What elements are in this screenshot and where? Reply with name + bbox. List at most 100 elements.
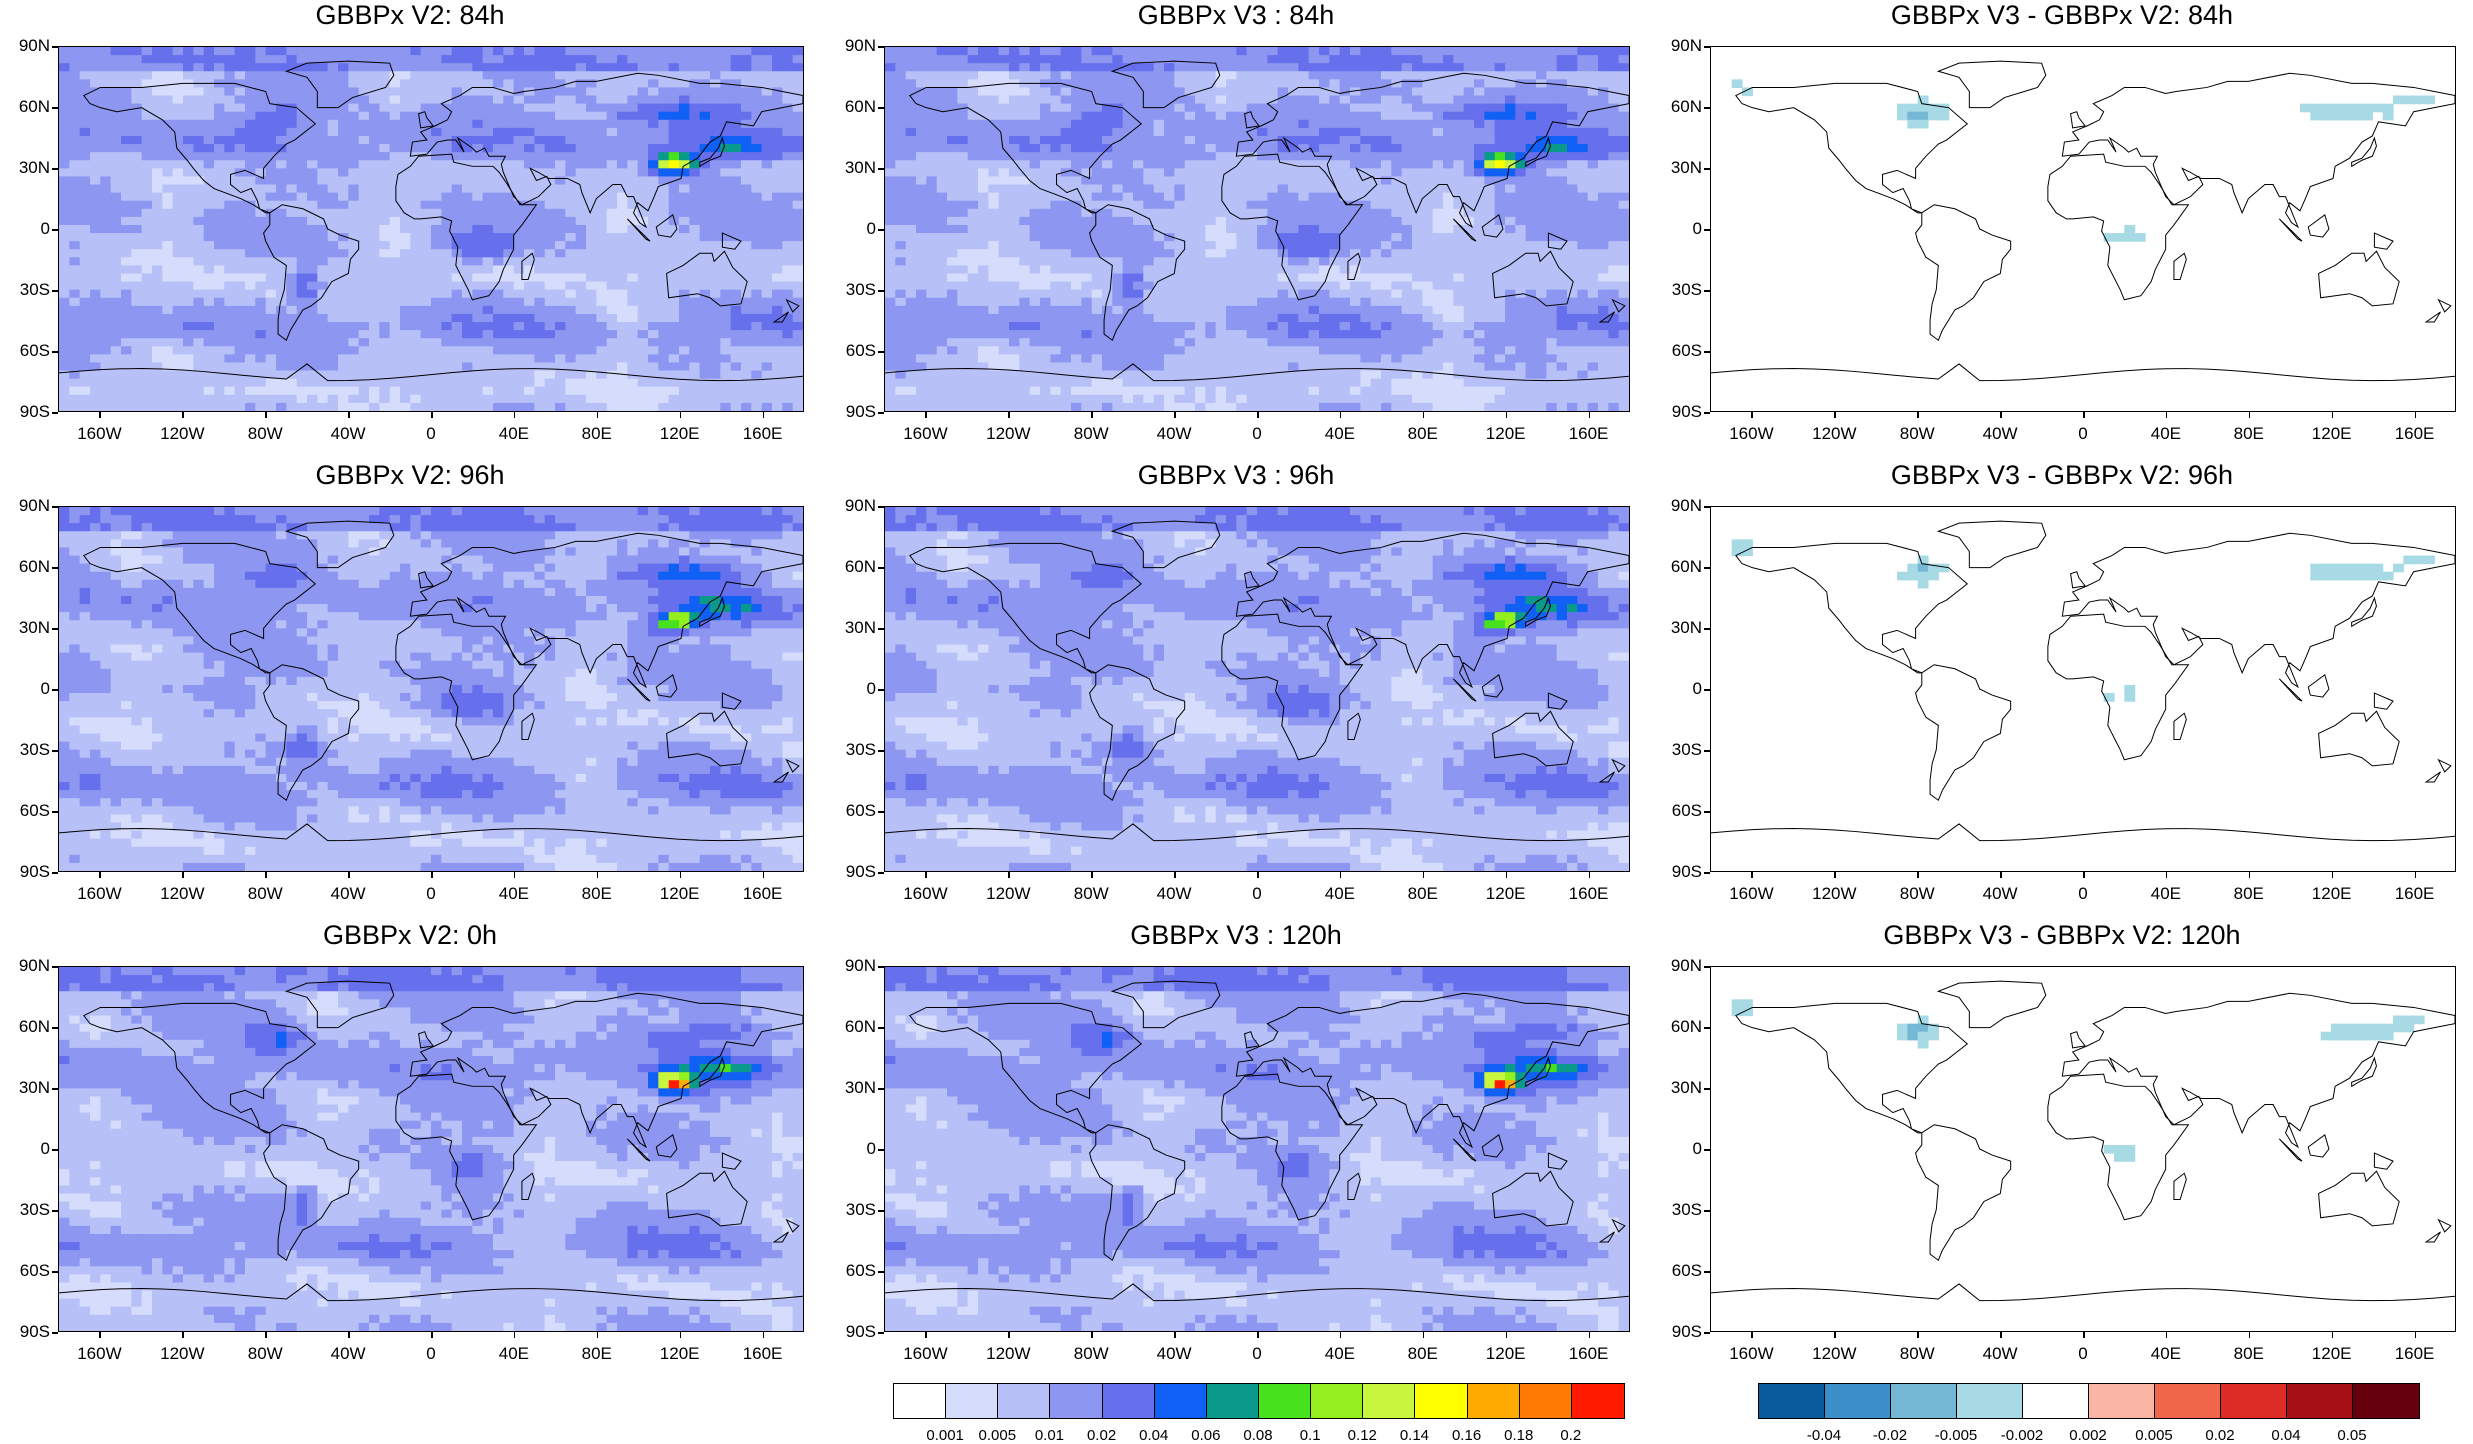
lon-tick-label: 40E (499, 1344, 529, 1364)
lon-tick-label: 120W (1812, 424, 1856, 444)
coastline (2438, 1220, 2450, 1232)
lon-tick (514, 412, 516, 418)
coastline (2374, 233, 2393, 249)
lat-tick-label: 30S (1652, 1201, 1702, 1219)
coastline (2352, 598, 2377, 626)
colorbar-label: 0.005 (979, 1427, 1017, 1444)
lon-tick (1506, 1332, 1508, 1338)
lon-tick-label: 120W (986, 884, 1030, 904)
antarctica-coastline (1711, 824, 2455, 841)
lat-tick (1704, 1271, 1710, 1273)
lat-tick (52, 1027, 58, 1029)
lat-tick (52, 1088, 58, 1090)
lon-tick-label: 160W (77, 1344, 121, 1364)
lon-tick-label: 160E (2395, 884, 2435, 904)
lon-tick (1257, 872, 1259, 878)
map-plot (1711, 47, 2455, 411)
field-cells (885, 967, 1629, 1331)
panel-title: GBBPx V3 - GBBPx V2: 84h (1652, 0, 2472, 30)
coastline (2426, 772, 2440, 782)
lon-tick (680, 1332, 682, 1338)
lon-tick-label: 160W (903, 884, 947, 904)
lat-tick (878, 107, 884, 109)
lon-tick-label: 80W (1900, 1344, 1935, 1364)
lat-tick (1704, 46, 1710, 48)
lon-tick (2166, 872, 2168, 878)
map-plot (59, 507, 803, 871)
coastline (2374, 1153, 2393, 1169)
lat-tick (52, 1149, 58, 1151)
colorbar-label: 0.05 (2337, 1427, 2366, 1444)
coastline (2174, 1173, 2186, 1199)
coastline (2319, 711, 2400, 766)
lon-tick (182, 412, 184, 418)
lat-tick-label: 90N (826, 957, 876, 975)
lat-tick-label: 30S (0, 281, 50, 299)
lon-tick-label: 160W (77, 884, 121, 904)
lon-tick (2249, 412, 2251, 418)
lon-tick (2332, 1332, 2334, 1338)
lat-tick-label: 90S (0, 1323, 50, 1341)
lon-tick (1834, 1332, 1836, 1338)
colorbar-label: -0.002 (2001, 1427, 2044, 1444)
lon-tick-label: 160E (1569, 1344, 1609, 1364)
colorbar-cell (1957, 1384, 2023, 1418)
colorbar-label: 0.16 (1452, 1427, 1481, 1444)
lat-tick-label: 90S (826, 1323, 876, 1341)
lat-tick (1704, 506, 1710, 508)
lon-tick (763, 1332, 765, 1338)
lon-tick (2000, 412, 2002, 418)
colorbar-label: 0.06 (1191, 1427, 1220, 1444)
lat-tick (52, 750, 58, 752)
lat-tick (52, 1332, 58, 1334)
lon-tick (348, 1332, 350, 1338)
colorbar-diff (1758, 1383, 2420, 1419)
lat-tick-label: 30N (0, 619, 50, 637)
lat-tick-label: 0 (0, 220, 50, 238)
coastline (2438, 300, 2450, 312)
lon-tick (763, 872, 765, 878)
field-cells (885, 47, 1629, 411)
lat-tick (52, 628, 58, 630)
lon-tick-label: 120E (660, 1344, 700, 1364)
lat-tick (1704, 1210, 1710, 1212)
colorbar-cell (1311, 1384, 1363, 1418)
lat-tick-label: 90N (0, 497, 50, 515)
lon-tick (99, 872, 101, 878)
lat-tick-label: 30S (0, 741, 50, 759)
map-plot (1711, 967, 2455, 1331)
lat-tick (878, 1149, 884, 1151)
colorbar-cell (1825, 1384, 1891, 1418)
lon-tick-label: 40E (499, 884, 529, 904)
lon-tick-label: 160E (2395, 424, 2435, 444)
lon-tick (1340, 1332, 1342, 1338)
lon-tick-label: 40W (1157, 1344, 1192, 1364)
lat-tick (1704, 1149, 1710, 1151)
lon-tick-label: 40W (1157, 424, 1192, 444)
lon-tick (431, 1332, 433, 1338)
lon-tick-label: 80E (2234, 424, 2264, 444)
lon-tick (1834, 872, 1836, 878)
map-frame (884, 966, 1630, 1332)
lon-tick-label: 160W (903, 424, 947, 444)
lat-tick-label: 60S (826, 802, 876, 820)
lon-tick (265, 872, 267, 878)
colorbar-label: 0.04 (1139, 1427, 1168, 1444)
map-frame (884, 506, 1630, 872)
lat-tick-label: 60N (0, 98, 50, 116)
lat-tick (52, 107, 58, 109)
lon-tick-label: 80W (248, 884, 283, 904)
lat-tick-label: 90S (0, 863, 50, 881)
lon-tick-label: 40W (1983, 884, 2018, 904)
coastline (1736, 543, 1967, 672)
lat-tick (1704, 872, 1710, 874)
colorbar-cell (946, 1384, 998, 1418)
colorbar-label: 0.02 (2205, 1427, 2234, 1444)
lat-tick-label: 60N (1652, 558, 1702, 576)
lon-tick (1751, 1332, 1753, 1338)
lat-tick (878, 1210, 884, 1212)
lat-tick-label: 60S (1652, 1262, 1702, 1280)
antarctica-coastline (1711, 364, 2455, 381)
